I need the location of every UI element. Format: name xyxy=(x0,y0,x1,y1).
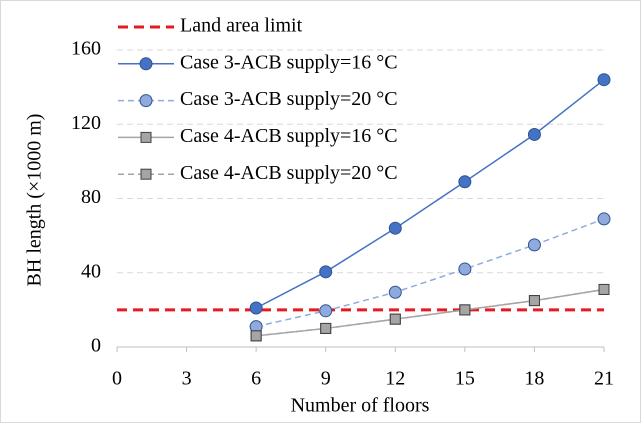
legend-marker xyxy=(140,168,152,180)
marker xyxy=(598,283,610,295)
x-tick-label: 18 xyxy=(524,368,544,390)
marker xyxy=(458,175,472,189)
marker xyxy=(527,127,541,141)
x-tick-label: 0 xyxy=(112,368,122,390)
marker xyxy=(459,304,471,316)
legend-label: Land area limit xyxy=(180,15,303,37)
marker xyxy=(249,301,263,315)
marker xyxy=(597,212,611,226)
marker xyxy=(250,330,262,342)
marker xyxy=(389,313,401,325)
y-axis-title: BH length (×1000 m) xyxy=(24,114,46,287)
y-tick-label: 80 xyxy=(81,186,101,208)
marker xyxy=(388,285,402,299)
marker xyxy=(319,304,333,318)
y-tick-label: 120 xyxy=(71,112,101,134)
x-tick-label: 12 xyxy=(385,368,405,390)
x-tick-label: 21 xyxy=(594,368,614,390)
legend-marker xyxy=(139,57,153,71)
marker xyxy=(458,262,472,276)
x-tick-label: 15 xyxy=(455,368,475,390)
y-tick-label: 40 xyxy=(81,260,101,282)
series-line xyxy=(255,218,605,328)
marker xyxy=(597,73,611,87)
legend-label: Case 3-ACB supply=16 °C xyxy=(180,51,398,73)
marker xyxy=(388,221,402,235)
y-tick-label: 0 xyxy=(91,335,101,357)
legend-label: Case 4-ACB supply=16 °C xyxy=(180,125,398,147)
series-line xyxy=(256,288,605,337)
y-tick-label: 160 xyxy=(71,38,101,60)
marker xyxy=(528,295,540,307)
marker xyxy=(319,265,333,279)
marker xyxy=(527,238,541,252)
marker xyxy=(320,322,332,334)
legend-marker xyxy=(140,131,152,143)
x-tick-label: 3 xyxy=(182,368,192,390)
series-line xyxy=(255,79,605,309)
legend-label: Case 3-ACB supply=20 °C xyxy=(180,88,398,110)
legend-marker xyxy=(139,94,153,108)
x-axis-title: Number of floors xyxy=(291,395,430,417)
legend-label: Case 4-ACB supply=20 °C xyxy=(180,162,398,184)
x-tick-label: 9 xyxy=(321,368,331,390)
x-tick-label: 6 xyxy=(251,368,261,390)
